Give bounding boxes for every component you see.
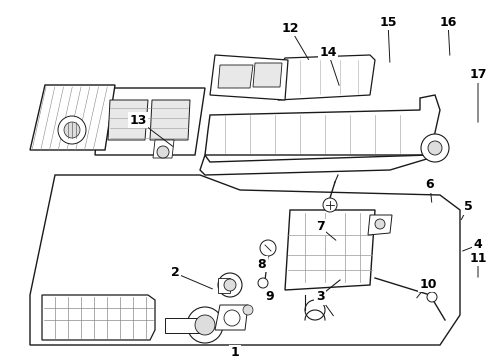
Polygon shape xyxy=(285,210,375,290)
Text: 9: 9 xyxy=(266,291,274,303)
Text: 11: 11 xyxy=(469,252,487,265)
Polygon shape xyxy=(215,305,248,330)
Circle shape xyxy=(427,292,437,302)
Text: 10: 10 xyxy=(419,278,437,291)
Polygon shape xyxy=(150,100,190,140)
Text: 14: 14 xyxy=(319,45,337,58)
Polygon shape xyxy=(205,95,440,155)
Text: 12: 12 xyxy=(281,22,299,35)
Circle shape xyxy=(305,300,325,320)
Polygon shape xyxy=(165,318,205,333)
Text: 3: 3 xyxy=(316,291,324,303)
Circle shape xyxy=(375,219,385,229)
Text: 17: 17 xyxy=(469,68,487,81)
Polygon shape xyxy=(30,85,115,150)
Circle shape xyxy=(218,273,242,297)
Text: 6: 6 xyxy=(426,179,434,192)
Polygon shape xyxy=(368,215,392,235)
Polygon shape xyxy=(153,140,174,158)
Circle shape xyxy=(195,315,215,335)
Text: 15: 15 xyxy=(379,15,397,28)
Circle shape xyxy=(58,116,86,144)
Text: 8: 8 xyxy=(258,257,266,270)
Circle shape xyxy=(187,307,223,343)
Polygon shape xyxy=(200,140,440,175)
Polygon shape xyxy=(278,55,375,100)
Polygon shape xyxy=(108,100,148,140)
Circle shape xyxy=(224,279,236,291)
Circle shape xyxy=(258,278,268,288)
Polygon shape xyxy=(95,88,205,155)
Circle shape xyxy=(260,240,276,256)
Circle shape xyxy=(428,141,442,155)
Polygon shape xyxy=(218,278,230,293)
Circle shape xyxy=(323,198,337,212)
Circle shape xyxy=(224,310,240,326)
Polygon shape xyxy=(210,55,288,100)
Polygon shape xyxy=(253,63,282,87)
Polygon shape xyxy=(30,175,460,345)
Text: 5: 5 xyxy=(464,201,472,213)
Circle shape xyxy=(421,134,449,162)
Polygon shape xyxy=(42,295,155,340)
Text: 1: 1 xyxy=(231,346,240,360)
Circle shape xyxy=(64,122,80,138)
Text: 16: 16 xyxy=(440,15,457,28)
Text: 4: 4 xyxy=(474,238,482,252)
Polygon shape xyxy=(218,65,253,88)
Text: 7: 7 xyxy=(316,220,324,234)
Circle shape xyxy=(243,305,253,315)
Text: 2: 2 xyxy=(171,266,179,279)
Circle shape xyxy=(157,146,169,158)
Text: 13: 13 xyxy=(129,113,147,126)
